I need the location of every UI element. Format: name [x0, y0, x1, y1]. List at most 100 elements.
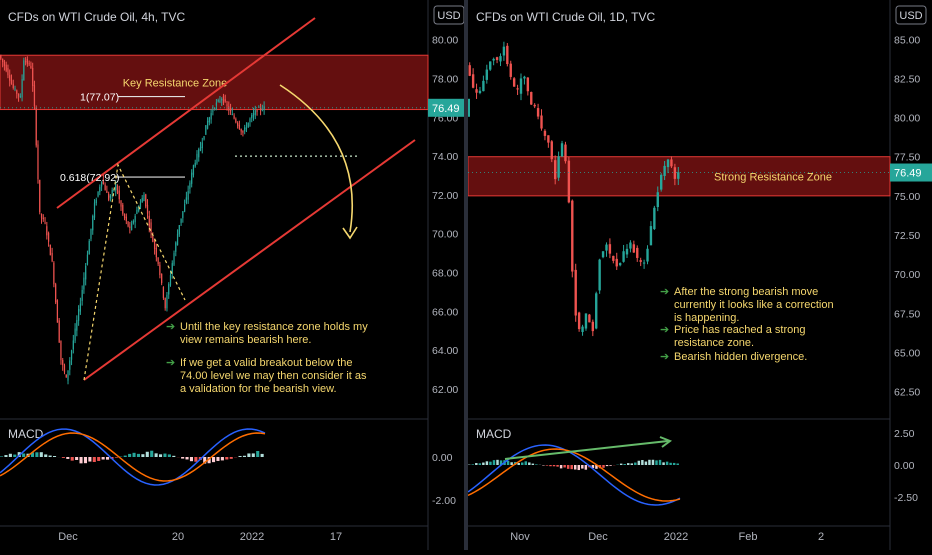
candle-body — [472, 74, 474, 87]
candle-body — [80, 304, 81, 312]
candle-body — [149, 216, 150, 226]
candle-body — [537, 108, 539, 116]
candle-body — [205, 125, 206, 135]
macd-bar — [620, 464, 622, 465]
x-tick-label: Dec — [58, 531, 78, 543]
candle-body — [533, 105, 535, 106]
macd-bar — [88, 457, 91, 462]
candle-body — [32, 68, 33, 86]
candle-body — [544, 131, 546, 136]
macd-bar — [44, 454, 47, 457]
y-tick-label: 70.00 — [432, 229, 458, 241]
zone-label: Key Resistance Zone — [123, 77, 228, 89]
candle-body — [184, 204, 185, 212]
candle-body — [193, 165, 194, 175]
candle-body — [39, 180, 40, 212]
candle-body — [202, 142, 203, 148]
candle-body — [516, 88, 518, 89]
signal-line — [468, 449, 680, 501]
macd-bar — [602, 465, 604, 468]
macd-bar — [137, 454, 140, 457]
annotation-note: Bearish hidden divergence. — [674, 351, 807, 363]
arrow-icon: ➔ — [660, 324, 669, 336]
candle-body — [636, 248, 638, 258]
candle-body — [530, 92, 532, 105]
candle-body — [486, 70, 488, 80]
candle-body — [29, 63, 30, 64]
candle-body — [657, 192, 659, 207]
macd-bar — [186, 457, 189, 459]
macd-bar — [546, 465, 548, 466]
macd-bar — [489, 462, 491, 465]
candle-body — [482, 81, 484, 91]
macd-bar — [212, 457, 215, 462]
candle-body — [203, 136, 204, 139]
candle-body — [499, 56, 501, 61]
annotation-line: resistance zone. — [674, 337, 754, 349]
candle-body — [20, 96, 21, 97]
arrow-icon: ➔ — [166, 357, 175, 369]
candle-body — [674, 167, 676, 179]
macd-bar — [655, 460, 657, 465]
macd-bar — [13, 455, 16, 457]
macd-histogram — [0, 451, 264, 464]
candle-body — [540, 116, 542, 129]
candle-body — [575, 270, 577, 316]
candle-body — [170, 275, 171, 285]
macd-bar — [662, 462, 664, 465]
candle-body — [53, 263, 54, 284]
candle-body — [216, 103, 217, 106]
macd-bar — [528, 462, 530, 465]
candle-body — [117, 186, 118, 193]
candle-body — [57, 300, 58, 322]
candle-body — [7, 68, 8, 75]
candle-body — [27, 59, 28, 64]
y-tick-label: 82.50 — [894, 73, 920, 85]
macd-bar — [521, 462, 523, 465]
zone-label: Strong Resistance Zone — [714, 171, 832, 183]
candle-body — [67, 370, 68, 380]
candle-body — [242, 131, 243, 133]
x-tick-label: 20 — [172, 531, 184, 543]
candle-body — [235, 119, 236, 122]
candle-body — [670, 159, 672, 166]
candle-body — [129, 227, 130, 228]
macd-histogram — [468, 460, 679, 470]
macd-bar — [141, 454, 144, 457]
candle-body — [157, 258, 158, 264]
candle-body — [189, 183, 190, 189]
candle-body — [94, 203, 95, 218]
annotation-line: is happening. — [674, 312, 739, 324]
macd-bar — [623, 464, 625, 465]
candle-body — [96, 200, 97, 203]
macd-bar — [66, 457, 69, 459]
candle-body — [145, 194, 146, 206]
macd-bar — [243, 456, 246, 457]
macd-bar — [53, 456, 56, 457]
macd-bar — [482, 463, 484, 465]
macd-tick-label: -2.50 — [894, 492, 918, 504]
candle-body — [172, 263, 173, 273]
panel-divider[interactable] — [464, 0, 468, 550]
y-tick-label: 68.00 — [432, 268, 458, 280]
macd-bar — [163, 454, 166, 457]
candle-body — [479, 91, 481, 93]
macd-bar — [659, 460, 661, 465]
candle-body — [173, 253, 174, 265]
candle-body — [226, 104, 227, 105]
arrow-icon: ➔ — [166, 321, 175, 333]
candle-body — [221, 99, 222, 100]
candle-body — [660, 175, 662, 190]
current-price-label: 76.49 — [894, 168, 922, 180]
candle-body — [677, 172, 679, 179]
candle-body — [241, 129, 242, 131]
candle-body — [196, 154, 197, 163]
macd-bar — [9, 454, 12, 457]
macd-bar — [22, 453, 25, 457]
candle-body — [561, 143, 563, 156]
candle-body — [115, 184, 116, 190]
candle-body — [653, 208, 655, 229]
candle-body — [629, 243, 631, 249]
candle-body — [551, 141, 553, 159]
